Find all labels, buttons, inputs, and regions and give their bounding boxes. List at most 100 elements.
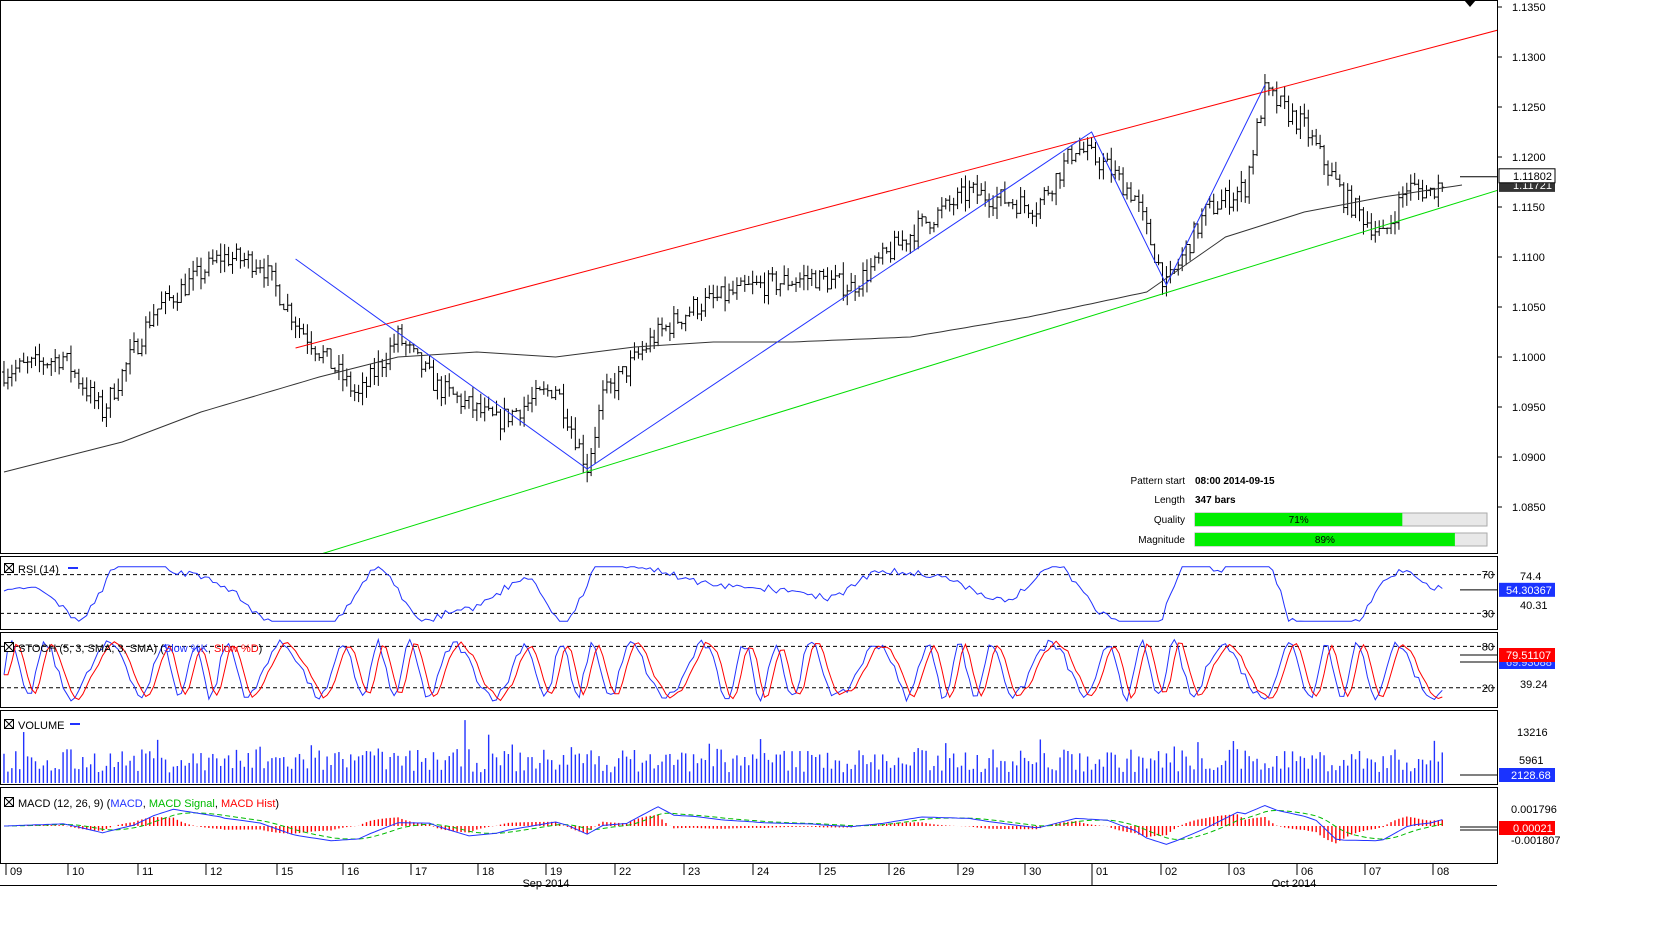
- day-tick-label: 22: [619, 866, 631, 878]
- price-bar: [1010, 198, 1015, 210]
- price-bar: [120, 368, 125, 397]
- price-bar: [135, 338, 140, 355]
- price-bar: [604, 373, 609, 394]
- price-bar: [1022, 189, 1027, 214]
- quality-value: 71%: [1289, 515, 1309, 526]
- price-bar: [376, 350, 381, 386]
- price-bar: [415, 348, 420, 355]
- scroll-end-icon[interactable]: [1464, 0, 1476, 7]
- title-part: (: [160, 643, 164, 655]
- price-bar: [991, 195, 996, 217]
- price-bar: [1353, 197, 1358, 219]
- title-part: MACD: [110, 798, 142, 810]
- macd-pane: [3, 804, 1443, 845]
- price-bar: [671, 306, 676, 339]
- price-bar: [1101, 153, 1106, 180]
- price-bar: [1392, 211, 1397, 235]
- price-bar: [1361, 207, 1366, 235]
- price-bar: [924, 216, 929, 224]
- day-tick-label: 07: [1369, 866, 1381, 878]
- price-bar: [269, 265, 274, 281]
- title-part: MACD (12, 26, 9): [18, 798, 107, 810]
- price-tick-label: 1.1350: [1512, 2, 1546, 14]
- price-bar: [427, 354, 432, 370]
- price-bar: [581, 434, 586, 474]
- price-bar: [1093, 142, 1098, 166]
- day-tick-label: 25: [824, 866, 836, 878]
- price-bar: [518, 409, 523, 426]
- price-bar: [786, 268, 791, 291]
- price-bar: [1325, 160, 1330, 186]
- price-bar: [124, 362, 129, 382]
- magnitude-value: 89%: [1315, 535, 1335, 546]
- price-bar: [403, 340, 408, 356]
- price-bar: [1255, 118, 1260, 157]
- day-tick-label: 01: [1096, 866, 1108, 878]
- price-bar: [561, 383, 566, 429]
- price-bar: [218, 243, 223, 274]
- price-tick-label: 1.1000: [1512, 352, 1546, 364]
- stoch-level-label: 20: [1482, 683, 1494, 695]
- price-bar: [1144, 207, 1149, 235]
- price-tick-label: 1.0900: [1512, 452, 1546, 464]
- price-bar: [163, 291, 168, 315]
- price-bar: [360, 372, 365, 406]
- price-bar: [1408, 174, 1413, 201]
- price-bar: [5, 368, 10, 390]
- price-bar: [951, 197, 956, 216]
- price-bar: [1404, 182, 1409, 206]
- price-bar: [565, 408, 570, 431]
- price-bar: [983, 181, 988, 207]
- price-bar: [636, 346, 641, 359]
- stoch-pane: [0, 637, 1497, 703]
- month-label-oct: Oct 2014: [1272, 878, 1317, 890]
- price-bar: [1034, 202, 1039, 227]
- price-bar: [1058, 172, 1063, 189]
- price-bar: [577, 438, 582, 449]
- price-bar: [884, 246, 889, 254]
- volume-axis: 13216 5961 2128.68: [1460, 727, 1555, 782]
- price-bar: [727, 283, 732, 304]
- title-part: MACD Signal: [149, 798, 215, 810]
- price-bar: [116, 378, 121, 401]
- rsi-level-label: 70: [1482, 570, 1494, 582]
- price-bar: [277, 284, 282, 306]
- price-bar: [766, 270, 771, 305]
- title-part: Slow %D: [214, 643, 259, 655]
- price-bar: [167, 285, 172, 301]
- price-bar: [663, 324, 668, 332]
- price-bar: [545, 384, 550, 397]
- price-bar: [396, 325, 401, 353]
- price-bar: [309, 331, 314, 355]
- price-bar: [987, 193, 992, 218]
- price-bar: [825, 267, 830, 293]
- price-bar: [526, 394, 531, 412]
- price-bar: [1050, 190, 1055, 202]
- price-bar: [959, 178, 964, 204]
- price-bar: [1286, 95, 1291, 127]
- price-bar: [1247, 165, 1252, 204]
- price-bar: [368, 364, 373, 388]
- price-bar: [1333, 161, 1338, 180]
- price-bar: [9, 364, 14, 387]
- price-bar: [730, 280, 735, 296]
- price-bar: [348, 371, 353, 397]
- price-bar: [1026, 204, 1031, 219]
- volume-axis-mid: 5961: [1519, 755, 1543, 767]
- price-bar: [474, 402, 479, 422]
- stoch-level-label: 80: [1482, 641, 1494, 653]
- price-bar: [608, 378, 613, 394]
- volume-current-label: 2128.68: [1511, 770, 1551, 782]
- stoch-k-line: [3, 637, 1443, 703]
- price-bar: [1192, 221, 1197, 254]
- price-bar: [1436, 174, 1441, 208]
- price-bar: [1389, 214, 1394, 235]
- price-bar: [573, 417, 578, 451]
- price-bar: [872, 255, 877, 271]
- price-bar: [679, 321, 684, 330]
- price-bar: [175, 292, 180, 311]
- price-tick-label: 1.1200: [1512, 152, 1546, 164]
- price-bar: [778, 283, 783, 297]
- price-bar: [1298, 105, 1303, 139]
